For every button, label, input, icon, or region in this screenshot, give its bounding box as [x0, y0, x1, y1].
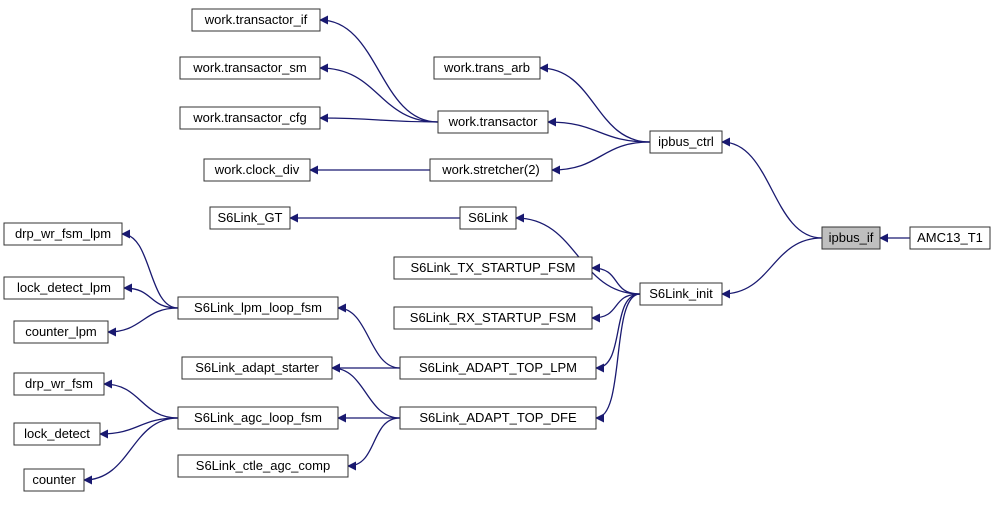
edge-adapt_dfe-ctle_agc — [348, 418, 400, 466]
edge-ipbus_ctrl-transactor — [548, 122, 650, 142]
node-stretcher[interactable]: work.stretcher(2) — [430, 159, 552, 181]
node-rect-drp_wr_lpm[interactable] — [4, 223, 122, 245]
node-agc_loop[interactable]: S6Link_agc_loop_fsm — [178, 407, 338, 429]
node-rect-adapt_starter[interactable] — [182, 357, 332, 379]
node-rect-lpm_loop[interactable] — [178, 297, 338, 319]
edge-transactor-transactor_if — [320, 20, 438, 122]
node-rect-s6link_gt[interactable] — [210, 207, 290, 229]
node-lock_detect_lpm[interactable]: lock_detect_lpm — [4, 277, 124, 299]
node-rect-transactor_sm[interactable] — [180, 57, 320, 79]
edge-ipbus_if-s6link_init — [722, 238, 822, 294]
node-rect-adapt_lpm[interactable] — [400, 357, 596, 379]
node-s6link_init[interactable]: S6Link_init — [640, 283, 722, 305]
edge-s6link_init-adapt_dfe — [596, 294, 640, 418]
node-transactor_cfg[interactable]: work.transactor_cfg — [180, 107, 320, 129]
node-ctle_agc[interactable]: S6Link_ctle_agc_comp — [178, 455, 348, 477]
node-adapt_lpm[interactable]: S6Link_ADAPT_TOP_LPM — [400, 357, 596, 379]
node-trans_arb[interactable]: work.trans_arb — [434, 57, 540, 79]
node-rect-lock_detect_lpm[interactable] — [4, 277, 124, 299]
node-rect-counter[interactable] — [24, 469, 84, 491]
dependency-diagram: AMC13_T1 ipbus_if ipbus_ctrl S6Link_init wor… — [0, 0, 1003, 507]
node-adapt_dfe[interactable]: S6Link_ADAPT_TOP_DFE — [400, 407, 596, 429]
node-rect-ipbus_ctrl[interactable] — [650, 131, 722, 153]
node-rect-transactor_if[interactable] — [192, 9, 320, 31]
node-rect-trans_arb[interactable] — [434, 57, 540, 79]
node-rect-transactor[interactable] — [438, 111, 548, 133]
node-rect-rx_fsm[interactable] — [394, 307, 592, 329]
node-ipbus_ctrl[interactable]: ipbus_ctrl — [650, 131, 722, 153]
node-transactor[interactable]: work.transactor — [438, 111, 548, 133]
node-counter_lpm[interactable]: counter_lpm — [14, 321, 108, 343]
edge-ipbus_ctrl-stretcher — [552, 142, 650, 170]
node-rect-ipbus_if[interactable] — [822, 227, 880, 249]
edge-adapt_lpm-lpm_loop — [338, 308, 400, 368]
node-rect-s6link[interactable] — [460, 207, 516, 229]
edge-adapt_dfe-adapt_starter — [332, 368, 400, 418]
edge-lpm_loop-lock_detect_lpm — [124, 288, 178, 308]
edge-agc_loop-drp_wr_fsm — [104, 384, 178, 418]
node-rect-agc_loop[interactable] — [178, 407, 338, 429]
node-clock_div[interactable]: work.clock_div — [204, 159, 310, 181]
edge-lpm_loop-counter_lpm — [108, 308, 178, 332]
node-tx_fsm[interactable]: S6Link_TX_STARTUP_FSM — [394, 257, 592, 279]
node-drp_wr_lpm[interactable]: drp_wr_fsm_lpm — [4, 223, 122, 245]
node-lock_detect[interactable]: lock_detect — [14, 423, 100, 445]
node-rect-clock_div[interactable] — [204, 159, 310, 181]
node-transactor_sm[interactable]: work.transactor_sm — [180, 57, 320, 79]
node-transactor_if[interactable]: work.transactor_if — [192, 9, 320, 31]
node-adapt_starter[interactable]: S6Link_adapt_starter — [182, 357, 332, 379]
node-rect-ctle_agc[interactable] — [178, 455, 348, 477]
node-rect-stretcher[interactable] — [430, 159, 552, 181]
node-rect-s6link_init[interactable] — [640, 283, 722, 305]
node-counter[interactable]: counter — [24, 469, 84, 491]
node-rect-transactor_cfg[interactable] — [180, 107, 320, 129]
node-s6link[interactable]: S6Link — [460, 207, 516, 229]
node-rect-amc13_t1[interactable] — [910, 227, 990, 249]
node-rect-counter_lpm[interactable] — [14, 321, 108, 343]
node-amc13_t1[interactable]: AMC13_T1 — [910, 227, 990, 249]
edge-s6link_init-tx_fsm — [592, 268, 640, 294]
node-s6link_gt[interactable]: S6Link_GT — [210, 207, 290, 229]
node-rect-tx_fsm[interactable] — [394, 257, 592, 279]
edge-ipbus_if-ipbus_ctrl — [722, 142, 822, 238]
edge-agc_loop-lock_detect — [100, 418, 178, 434]
edge-s6link_init-s6link — [516, 218, 640, 294]
node-drp_wr_fsm[interactable]: drp_wr_fsm — [14, 373, 104, 395]
node-rx_fsm[interactable]: S6Link_RX_STARTUP_FSM — [394, 307, 592, 329]
node-rect-drp_wr_fsm[interactable] — [14, 373, 104, 395]
nodes-layer: AMC13_T1 ipbus_if ipbus_ctrl S6Link_init wor… — [4, 9, 990, 491]
node-ipbus_if[interactable]: ipbus_if — [822, 227, 880, 249]
node-rect-adapt_dfe[interactable] — [400, 407, 596, 429]
node-rect-lock_detect[interactable] — [14, 423, 100, 445]
node-lpm_loop[interactable]: S6Link_lpm_loop_fsm — [178, 297, 338, 319]
edge-transactor-transactor_sm — [320, 68, 438, 122]
